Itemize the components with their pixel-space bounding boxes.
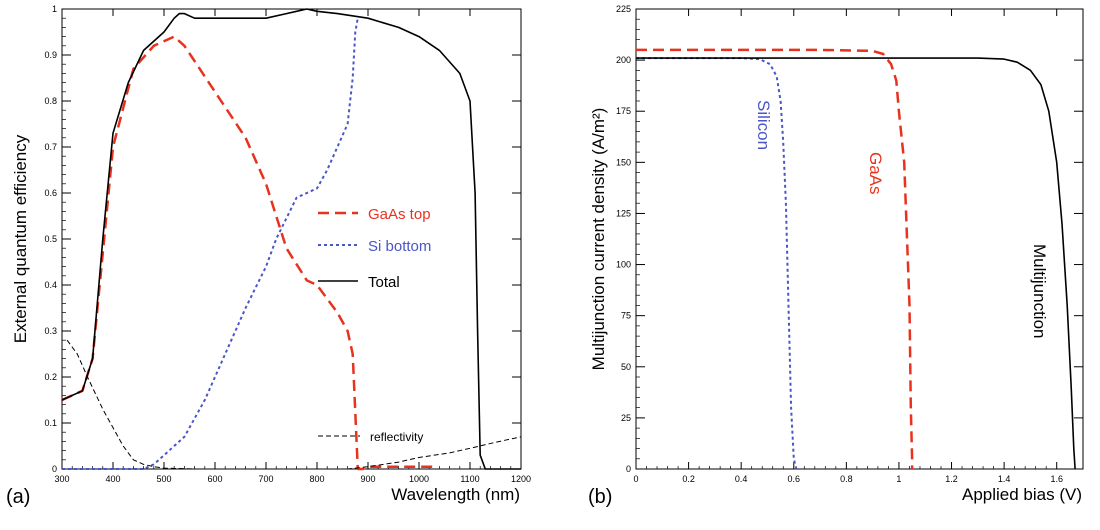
panel-b-x-axis-title: Applied bias (V) [962,485,1082,504]
y-tick-label: 150 [616,157,631,167]
y-tick-label: 175 [616,106,631,116]
y-tick-label: 0.5 [44,234,57,244]
x-tick-label: 1.2 [945,474,958,484]
series-line-total [61,8,521,470]
y-tick-label: 0.3 [44,326,57,336]
series-line-gaas [636,48,914,469]
panel-a-series [61,8,522,471]
annotation-multijunction: Multijunction [1030,244,1049,339]
panel-b-label: (b) [588,486,612,508]
x-tick-label: 1 [896,474,901,484]
annotation-gaas: GaAs [866,152,885,195]
x-tick-label: 0 [633,474,638,484]
y-tick-label: 0.8 [44,96,57,106]
y-tick-label: 25 [621,413,631,423]
x-tick-label: 1100 [460,474,479,484]
y-tick-label: 0 [52,464,57,474]
legend-gaas-top-label: GaAs top [368,206,431,223]
y-tick-label: 0.6 [44,188,57,198]
x-tick-label: 1200 [511,474,531,484]
y-tick-label: 0.1 [44,418,57,428]
y-tick-label: 125 [616,208,631,218]
panel-a-ticks: 300 400 500 600 700 800 900 1000 1100 1200 0 0.1 0.2… [44,4,531,484]
y-tick-label: 0 [626,464,631,474]
legend-total-label: Total [368,274,400,291]
x-tick-label: 0.4 [735,474,748,484]
y-tick-label: 0.4 [44,280,57,290]
x-tick-label: 600 [207,474,222,484]
panel-a-legend: GaAs top Si bottom Total reflectivity [318,206,431,444]
annotation-silicon: Silicon [754,100,773,150]
series-line-silicon [636,57,798,470]
legend-si-bottom-label: Si bottom [368,238,431,255]
panel-b-series [636,48,1076,470]
x-tick-label: 0.6 [788,474,801,484]
x-tick-label: 300 [54,474,69,484]
series-line-multijunction [636,57,1076,470]
y-tick-label: 0.9 [44,50,57,60]
series-line-si-bottom [62,18,359,470]
x-tick-label: 0.8 [840,474,853,484]
panel-a-y-axis-title: External quantum efficiency [11,134,30,343]
y-tick-label: 75 [621,311,631,321]
panel-b-annotations: Silicon GaAs Multijunction [754,100,1049,339]
panel-a-label: (a) [6,486,30,508]
legend-reflectivity-label: reflectivity [370,430,423,444]
panel-a-chart: 300 400 500 600 700 800 900 1000 1100 1200 0 0.1 0.2… [6,4,531,508]
y-tick-label: 100 [616,260,631,270]
panel-b-ticks: 0 0.2 0.4 0.6 0.8 1 1.2 1.4 1.6 0 25 50 75 100 125 150 1… [616,4,1083,484]
y-tick-label: 0.7 [44,142,57,152]
x-tick-label: 1000 [409,474,429,484]
panel-a-x-axis-title: Wavelength (nm) [391,485,520,504]
x-tick-label: 500 [156,474,171,484]
panel-b-chart: 0 0.2 0.4 0.6 0.8 1 1.2 1.4 1.6 0 25 50 75 100 125 150 1… [588,4,1084,508]
y-tick-label: 200 [616,55,631,65]
x-tick-label: 400 [105,474,120,484]
y-tick-label: 1 [52,4,57,14]
x-tick-label: 700 [258,474,273,484]
y-tick-label: 225 [616,4,631,14]
x-tick-label: 1.6 [1050,474,1063,484]
panel-b-y-axis-title: Multijunction current density (A/m²) [589,108,608,371]
panel-b-plot-frame [635,8,1084,470]
x-tick-label: 800 [309,474,324,484]
y-tick-label: 50 [621,362,631,372]
series-line-reflectivity [66,339,522,470]
y-tick-label: 0.2 [44,372,57,382]
x-tick-label: 1.4 [998,474,1011,484]
series-line-gaas-top [61,35,435,471]
x-tick-label: 900 [360,474,375,484]
x-tick-label: 0.2 [682,474,695,484]
